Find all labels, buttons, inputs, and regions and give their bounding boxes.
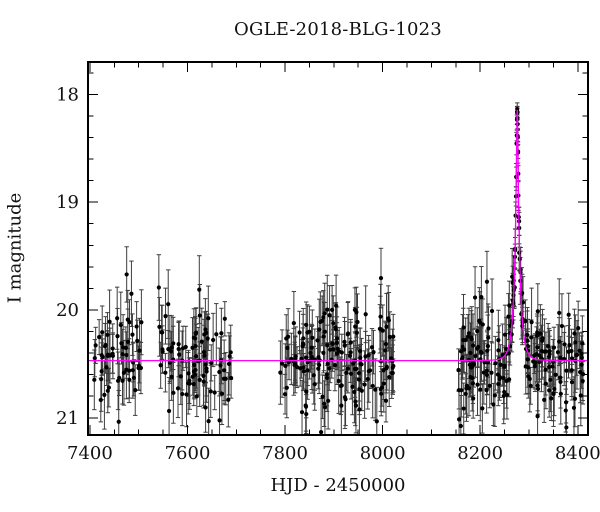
y-tick-label: 19 <box>56 192 79 213</box>
x-tick-label: 7800 <box>262 443 308 464</box>
model-curve <box>88 109 588 362</box>
x-axis-label: HJD - 2450000 <box>270 475 406 496</box>
x-tick-label: 8400 <box>555 443 600 464</box>
x-tick-label: 8000 <box>360 443 406 464</box>
tick-labels: 7400 7600 7800 8000 8200 8400 18 19 20 21 <box>56 84 600 464</box>
y-tick-label: 18 <box>56 84 79 105</box>
y-tick-label: 21 <box>56 408 79 429</box>
x-tick-label: 7600 <box>165 443 211 464</box>
axis-frame-and-ticks <box>87 61 589 436</box>
x-tick-label: 7400 <box>67 443 113 464</box>
y-axis-label: I magnitude <box>4 192 26 304</box>
x-tick-label: 8200 <box>457 443 503 464</box>
y-tick-label: 20 <box>56 300 79 321</box>
chart-title: OGLE-2018-BLG-1023 <box>234 19 442 40</box>
